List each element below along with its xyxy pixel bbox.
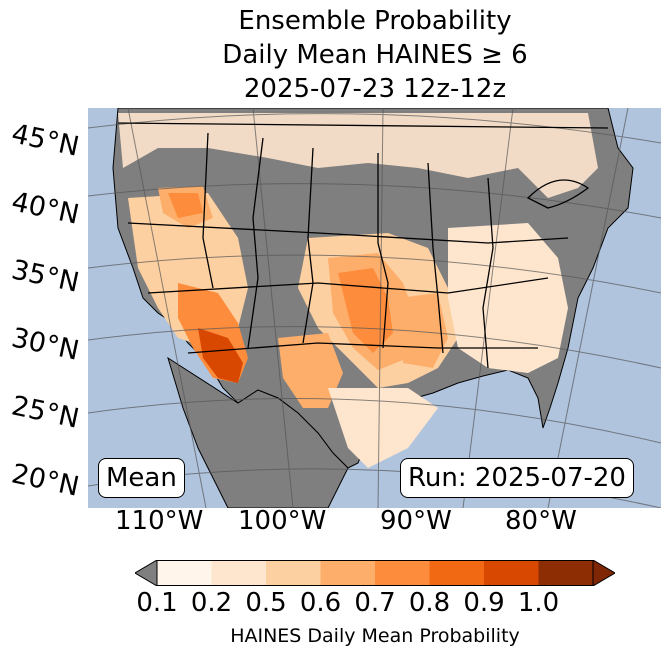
lat-label: 30°N — [8, 322, 82, 367]
colorbar-tick-label: 0.7 — [354, 588, 396, 618]
mexico — [167, 356, 349, 508]
colorbar-frame — [156, 560, 594, 586]
colorbar-segment — [484, 560, 539, 586]
colorbar-segment — [320, 560, 376, 586]
lat-label: 35°N — [8, 254, 82, 299]
colorbar — [135, 560, 615, 586]
colorbar-segment — [211, 560, 267, 586]
colorbar-over-arrow — [592, 560, 615, 586]
title-line-3: 2025-07-23 12z-12z — [243, 74, 507, 104]
lon-label: 80°W — [505, 506, 577, 536]
borders — [117, 122, 609, 369]
probability-fill — [118, 113, 598, 468]
colorbar-tick-label: 0.8 — [408, 588, 451, 618]
run-date-box: Run: 2025-07-20 — [400, 458, 634, 498]
colorbar-segment — [429, 560, 485, 586]
colorbar-tick-label: 0.5 — [245, 588, 287, 618]
colorbar-under-arrow — [135, 560, 158, 586]
lon-label: 110°W — [115, 506, 204, 536]
lat-label: 45°N — [8, 118, 82, 163]
colorbar-tick-label: 1.0 — [517, 588, 560, 618]
lat-label: 25°N — [8, 390, 82, 435]
title-line-1: Ensemble Probability — [238, 6, 512, 36]
colorbar-segment — [157, 560, 212, 586]
graticule — [88, 108, 661, 508]
colorbar-segment — [538, 560, 594, 586]
stat-label-box: Mean — [98, 458, 185, 498]
lon-label: 100°W — [238, 506, 327, 536]
title-line-2: Daily Mean HAINES ≥ 6 — [222, 40, 528, 70]
colorbar-tick-label: 0.2 — [190, 588, 233, 618]
lon-label: 90°W — [380, 506, 452, 536]
colorbar-tick-label: 0.9 — [463, 588, 505, 618]
lat-label: 40°N — [8, 186, 82, 231]
colorbar-segment — [266, 560, 321, 586]
probability-map — [88, 108, 661, 508]
colorbar-label: HAINES Daily Mean Probability — [230, 625, 520, 647]
lat-label: 20°N — [8, 458, 82, 503]
colorbar-segment — [375, 560, 430, 586]
colorbar-tick-label: 0.6 — [299, 588, 342, 618]
colorbar-tick-label: 0.1 — [136, 588, 178, 618]
